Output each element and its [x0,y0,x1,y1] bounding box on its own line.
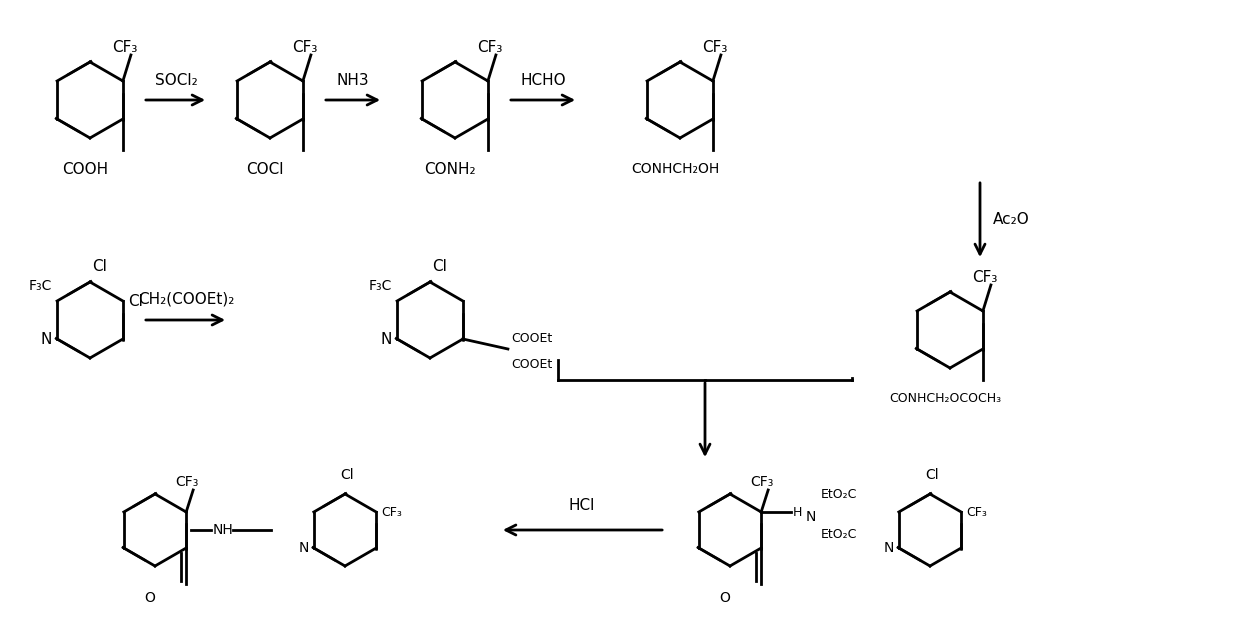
Text: NH: NH [213,523,234,537]
Text: O: O [145,591,155,605]
Text: Cl: Cl [341,468,354,482]
Text: CONHCH₂OH: CONHCH₂OH [631,162,719,176]
Text: O: O [720,591,731,605]
Text: COOH: COOH [62,162,108,177]
Text: CF₃: CF₃ [703,40,727,55]
Text: NH3: NH3 [337,73,369,88]
Text: HCHO: HCHO [520,73,566,88]
Text: F₃C: F₃C [369,279,392,293]
Text: CF₃: CF₃ [973,270,997,286]
Text: EtO₂C: EtO₂C [821,487,857,501]
Text: CF₃: CF₃ [750,475,773,489]
Text: COOEt: COOEt [510,359,553,372]
Text: CONH₂: CONH₂ [424,162,476,177]
Text: CF₃: CF₃ [292,40,317,55]
Text: N: N [41,331,52,347]
Text: CH₂(COOEt)₂: CH₂(COOEt)₂ [138,292,234,307]
Text: CF₃: CF₃ [175,475,198,489]
Text: N: N [805,510,815,524]
Text: SOCl₂: SOCl₂ [155,73,197,88]
Text: COCl: COCl [247,162,284,177]
Text: Cl: Cl [432,259,447,274]
Text: Cl: Cl [926,468,939,482]
Text: CF₃: CF₃ [112,40,138,55]
Text: Cl: Cl [92,259,107,274]
Text: Cl: Cl [128,294,142,308]
Text: N: N [883,541,893,555]
Text: N: N [299,541,309,555]
Text: N: N [380,331,392,347]
Text: CF₃: CF₃ [966,506,987,518]
Text: CONHCH₂OCOCH₃: CONHCH₂OCOCH₃ [888,392,1001,405]
Text: F₃C: F₃C [28,279,52,293]
Text: HCl: HCl [569,498,595,513]
Text: EtO₂C: EtO₂C [821,528,857,540]
Text: COOEt: COOEt [510,333,553,345]
Text: Ac₂O: Ac₂O [992,213,1030,228]
Text: H: H [793,506,803,518]
Text: CF₃: CF₃ [382,506,401,518]
Text: CF₃: CF₃ [477,40,502,55]
